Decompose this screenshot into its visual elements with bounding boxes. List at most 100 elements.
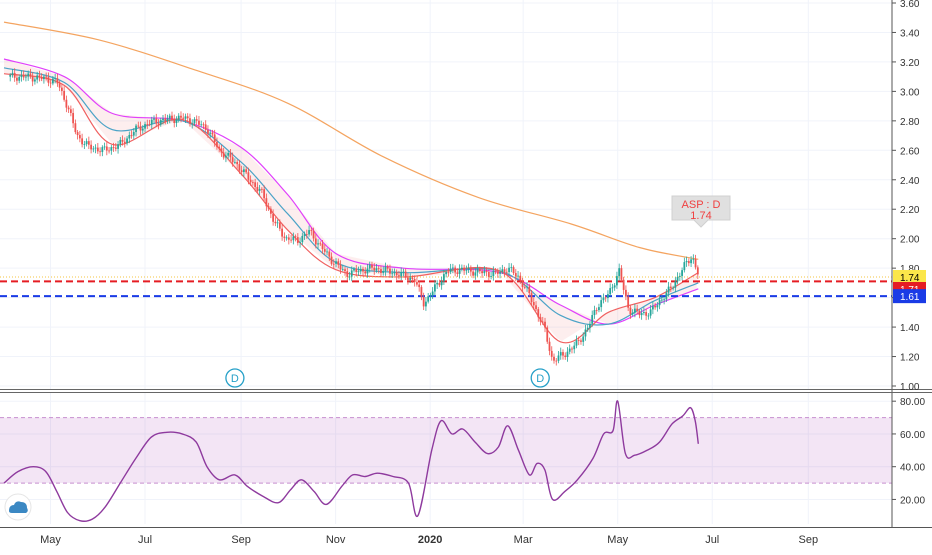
candle-body	[31, 76, 34, 82]
candle	[99, 147, 101, 157]
candle	[685, 256, 688, 267]
candle-body	[22, 74, 25, 78]
candle-body	[649, 309, 652, 316]
candle	[696, 265, 699, 280]
candle	[508, 262, 510, 276]
candle	[681, 267, 683, 281]
candle	[557, 351, 560, 364]
candle-body	[685, 261, 688, 263]
candle	[294, 234, 297, 242]
price-tick-label: 3.40	[900, 28, 920, 39]
candle	[469, 265, 472, 277]
candle-body	[141, 128, 144, 131]
candle-body	[265, 198, 268, 207]
candle-body	[645, 312, 648, 316]
candle	[335, 258, 337, 268]
candle	[382, 266, 385, 276]
candle	[141, 125, 144, 134]
candle	[323, 244, 326, 256]
candle	[458, 264, 461, 279]
rsi-tick-label: 60.00	[900, 430, 925, 441]
candle-body	[494, 270, 497, 272]
candle-body	[225, 155, 227, 158]
candle-body	[550, 350, 553, 357]
candle-body	[171, 115, 173, 120]
candle	[526, 282, 528, 292]
candle	[180, 111, 182, 123]
candle-body	[651, 305, 654, 310]
candle	[362, 266, 364, 277]
candle-body	[96, 147, 99, 152]
candle-body	[121, 139, 124, 142]
candle	[20, 70, 23, 82]
candle-body	[481, 271, 483, 274]
candle-body	[310, 230, 313, 231]
candle	[651, 301, 654, 315]
price-grid	[0, 0, 892, 390]
candle	[308, 225, 310, 237]
candle-body	[380, 269, 382, 273]
symbol-callout[interactable]: ASP : D 1.74	[671, 195, 731, 228]
candle	[350, 266, 353, 282]
candle-body	[389, 268, 391, 274]
candle	[402, 268, 405, 277]
candle-body	[240, 170, 243, 173]
candle	[245, 166, 248, 175]
candle-body	[144, 124, 146, 129]
candle	[485, 267, 488, 277]
candle	[339, 260, 342, 274]
candle	[189, 113, 191, 127]
candle-body	[411, 277, 414, 280]
candle	[249, 175, 252, 186]
candle	[499, 267, 501, 279]
candle-body	[308, 230, 310, 235]
price-tag-box	[893, 269, 926, 284]
candle-body	[665, 292, 668, 300]
time-axis: May Jul Sep Nov 2020 Mar May Jul Sep	[40, 534, 818, 546]
candle-body	[207, 129, 209, 134]
candle-body	[663, 299, 666, 301]
candle	[420, 285, 423, 301]
candle-body	[195, 119, 198, 121]
candle-body	[425, 301, 427, 307]
candle-body	[65, 99, 68, 108]
candle-body	[243, 169, 245, 173]
candle-body	[260, 188, 263, 190]
candle-body	[269, 208, 272, 214]
candle	[640, 309, 643, 320]
candle-body	[87, 141, 90, 145]
candle-body	[341, 269, 344, 271]
candle-body	[227, 152, 230, 156]
candle-body	[128, 135, 131, 139]
candle-body	[130, 135, 133, 136]
candle-body	[299, 242, 301, 243]
candle-body	[350, 270, 353, 277]
candle-body	[139, 126, 142, 131]
candle	[422, 292, 425, 311]
candle	[625, 285, 627, 301]
candle-body	[204, 124, 207, 130]
candle	[449, 263, 452, 275]
candle	[341, 264, 344, 272]
candle	[238, 159, 241, 174]
candle	[386, 264, 389, 272]
candle	[510, 263, 513, 273]
candle-body	[193, 119, 196, 124]
candle-body	[182, 117, 185, 119]
candle-body	[593, 310, 596, 316]
candle	[110, 144, 113, 155]
candle	[105, 141, 108, 156]
candle-body	[564, 355, 567, 358]
candle-body	[402, 271, 405, 273]
rsi-band-fill	[0, 417, 892, 484]
candle	[290, 235, 292, 243]
candle	[645, 308, 648, 321]
candle	[65, 95, 68, 113]
candle	[546, 325, 549, 344]
candle-body	[514, 273, 517, 277]
tradingview-logo[interactable]	[4, 493, 32, 521]
candle	[202, 122, 205, 130]
candle	[11, 68, 14, 78]
